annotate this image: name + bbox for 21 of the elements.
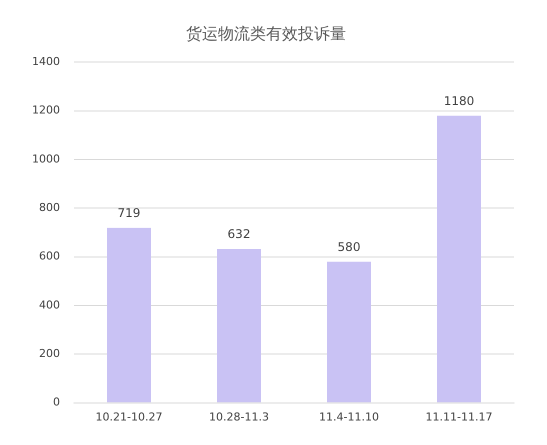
bar [437, 116, 481, 402]
bar [216, 249, 261, 402]
data-label: 632 [228, 227, 250, 242]
data-label: 1180 [444, 94, 474, 108]
y-tick-label: 400 [38, 298, 60, 312]
x-tick-label: 11.11-11.17 [426, 410, 492, 424]
x-tick-label: 10.21-10.27 [96, 410, 162, 424]
y-tick-label: 200 [38, 347, 60, 360]
y-tick-label: 0 [52, 396, 60, 409]
bar [106, 228, 151, 402]
data-label: 580 [338, 240, 360, 254]
bar [327, 262, 371, 402]
y-tick-label: 1000 [32, 152, 60, 166]
y-tick-label: 1200 [32, 104, 60, 117]
y-tick-label: 800 [38, 201, 60, 214]
x-tick-label: 11.4-11.10 [319, 410, 379, 424]
data-label: 719 [118, 206, 140, 220]
chart-title: 货运物流类有效投诉量 [186, 24, 346, 43]
y-tick-label: 600 [38, 250, 60, 263]
x-tick-label: 10.28-11.3 [209, 410, 269, 424]
y-tick-label: 1400 [32, 55, 60, 68]
